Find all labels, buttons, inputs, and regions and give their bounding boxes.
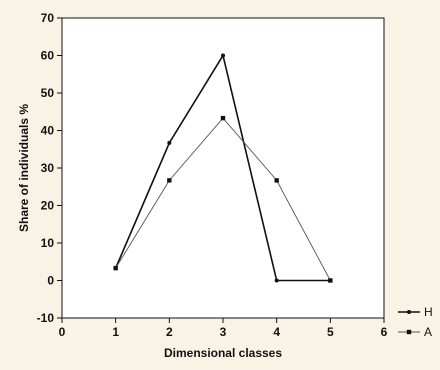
y-tick-label-6: 50 [41,86,55,100]
legend-marker-H [407,310,411,314]
y-tick-label-4: 30 [41,161,55,175]
x-tick-label-1: 1 [112,325,119,339]
point-H-2 [221,53,225,58]
x-tick-label-0: 0 [59,325,66,339]
y-tick-label-8: 70 [41,11,55,25]
y-tick-label-1: 0 [47,274,54,288]
y-tick-label-3: 20 [41,199,55,213]
point-A-3 [274,178,279,183]
point-H-3 [274,278,279,283]
series-layer [113,53,333,283]
point-A-4 [328,278,333,283]
x-axis-ticks: 0 1 2 3 4 5 6 [59,318,388,339]
legend-label-A: A [424,325,432,339]
y-axis-ticks: -10 0 10 20 30 40 50 60 70 [37,11,62,325]
y-axis-title: Share of individuals % [17,104,31,232]
x-tick-label-3: 3 [220,325,227,339]
y-tick-label-5: 40 [41,124,55,138]
point-A-2 [220,115,226,121]
x-tick-label-5: 5 [327,325,334,339]
y-tick-label-0: -10 [37,311,55,325]
x-axis-title: Dimensional classes [164,346,282,360]
y-tick-label-7: 60 [41,49,55,63]
legend-label-H: H [424,305,433,319]
plot-area [61,17,385,319]
legend: HA [398,305,433,339]
x-tick-label-4: 4 [273,325,280,339]
y-tick-label-2: 10 [41,236,55,250]
x-tick-label-6: 6 [381,325,388,339]
legend-marker-A [406,329,412,335]
point-A-1 [167,178,172,183]
point-H-1 [167,140,172,145]
x-tick-label-2: 2 [166,325,173,339]
point-A-0 [113,265,118,271]
